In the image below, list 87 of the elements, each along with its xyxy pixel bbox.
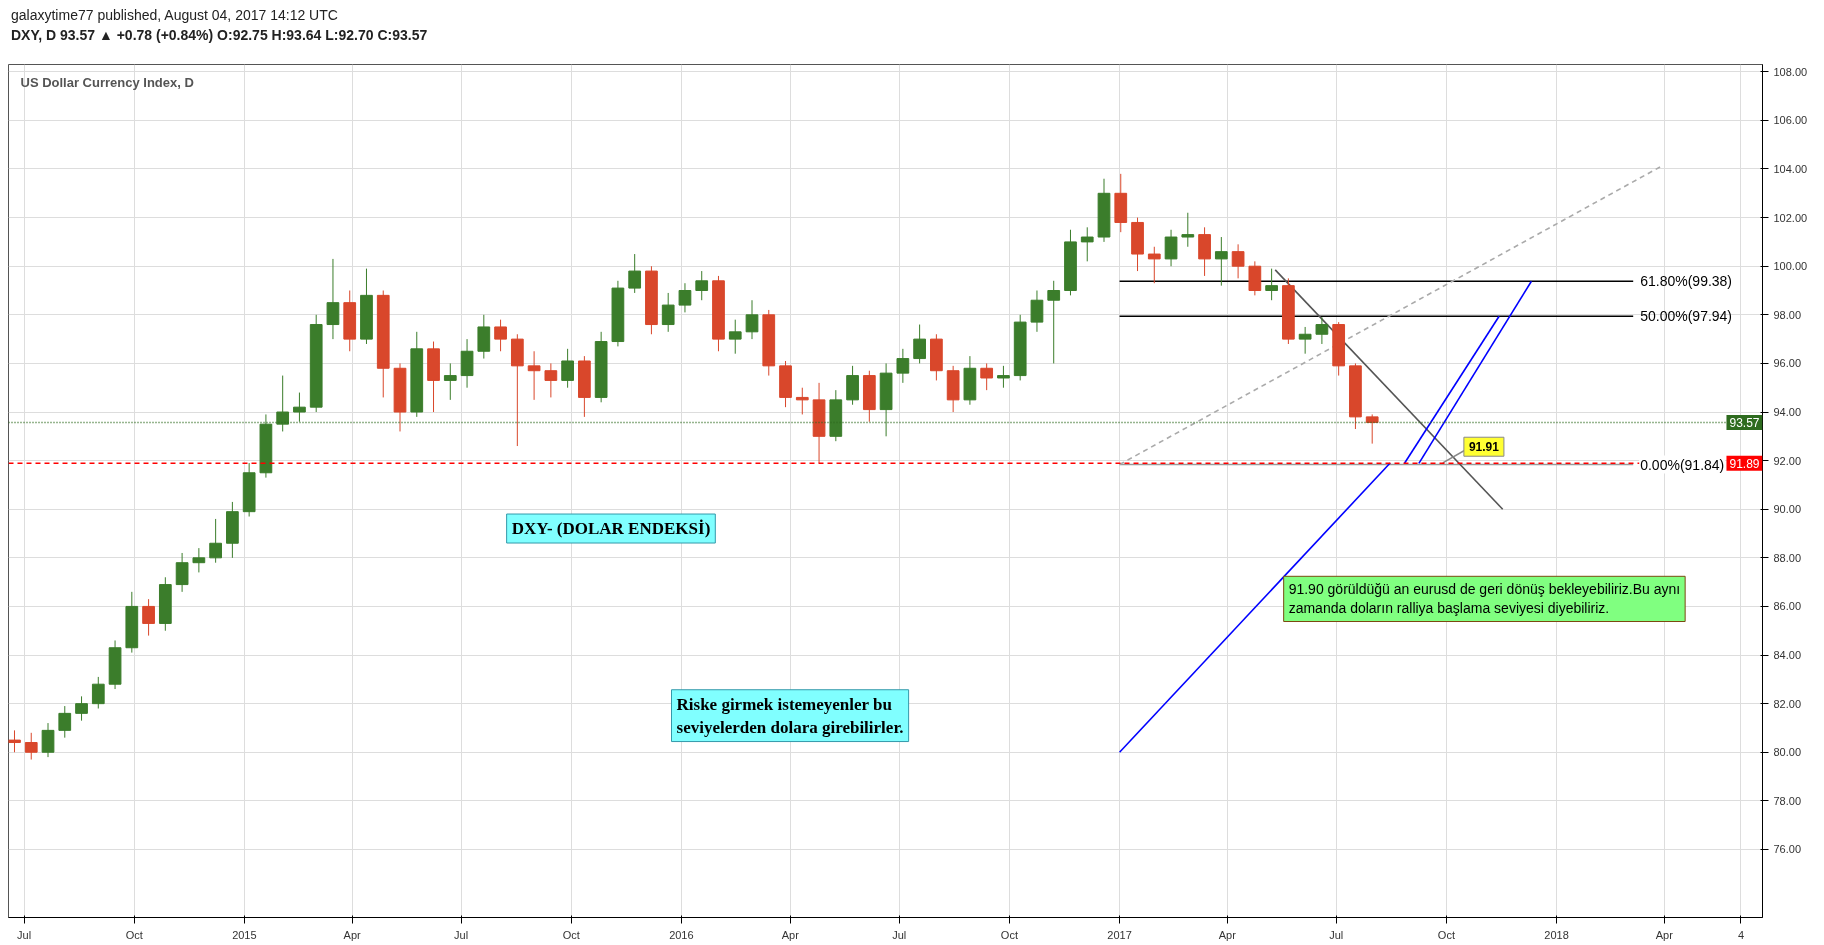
candlestick	[997, 365, 1010, 389]
x-tick-label: Jul	[1329, 928, 1344, 941]
candlestick	[24, 732, 38, 761]
candlestick	[276, 375, 290, 432]
candlestick	[8, 729, 21, 753]
x-tick-label: Oct	[125, 928, 143, 941]
x-tick-label: Apr	[781, 928, 800, 941]
candlestick	[745, 299, 759, 340]
candlestick	[1181, 212, 1195, 248]
text: US Dollar Currency Index, D	[20, 74, 194, 90]
candlestick	[1315, 316, 1329, 345]
annotation: 50.00%(97.94)	[1640, 308, 1733, 325]
candlestick	[1164, 229, 1178, 267]
annotation: Riske girmek istemeyenler bu seviyelerden dolara girebilirler.	[676, 694, 904, 737]
y-tick-label: 76.00	[1773, 843, 1802, 856]
candlestick	[326, 258, 340, 340]
y-tick-label: 82.00	[1773, 697, 1802, 710]
candlestick	[1265, 268, 1278, 301]
y-tick-label: 86.00	[1773, 600, 1802, 613]
candlestick	[896, 348, 910, 384]
candlestick	[1030, 290, 1044, 333]
y-tick-label: 98.00	[1773, 308, 1802, 321]
y-tick-label: 90.00	[1773, 503, 1802, 516]
y-tick-label: 102.00	[1773, 211, 1808, 224]
candlestick	[1231, 243, 1245, 279]
candlestick	[1298, 326, 1312, 355]
candlestick	[628, 253, 642, 294]
candlestick	[209, 518, 222, 564]
annotation: 0.00%(91.84)	[1640, 456, 1725, 473]
candlestick	[1047, 280, 1061, 364]
candlestick	[75, 695, 88, 722]
candlestick	[192, 547, 206, 573]
candlestick	[1214, 236, 1228, 287]
candlestick	[1147, 246, 1161, 284]
candlestick	[443, 362, 457, 401]
annotation: 91.91	[1468, 440, 1500, 455]
annotation: DXY- (DOLAR ENDEKSİ)	[511, 519, 711, 539]
chart-subtitle: galaxytime77 published, August 04, 2017 14:12 UTC	[11, 7, 338, 23]
x-tick-label: 2015	[232, 928, 257, 941]
candlestick	[494, 319, 507, 352]
ref-line-label: 91.89	[1729, 456, 1760, 471]
x-tick-label: Jul	[17, 928, 32, 941]
candlestick	[527, 350, 541, 401]
candlestick	[678, 282, 692, 313]
y-tick-label: 92.00	[1773, 454, 1802, 467]
x-tick-label: Oct	[1000, 928, 1018, 941]
y-tick-label: 106.00	[1773, 114, 1808, 127]
x-tick-label: Apr	[1218, 928, 1237, 941]
candlestick	[795, 387, 809, 415]
candlestick	[58, 705, 72, 739]
candlestick	[1080, 226, 1094, 262]
x-tick-label: 2017	[1107, 928, 1132, 941]
text: DXY, D 93.57 ▲ +0.78 (+0.84%) O:92.75 H:93.64 L:92.70 C:93.57	[11, 27, 428, 43]
candlestick	[41, 722, 55, 758]
candlestick	[661, 292, 675, 333]
candlestick	[175, 552, 189, 593]
x-tick-label: 4	[1737, 928, 1745, 941]
candlestick	[561, 348, 574, 389]
y-tick-label: 88.00	[1773, 551, 1802, 564]
x-tick-label: Jul	[892, 928, 907, 941]
x-tick-label: Oct	[1437, 928, 1455, 941]
candlestick	[293, 392, 306, 423]
annotation: 61.80%(99.38)	[1640, 273, 1733, 290]
y-tick-label: 80.00	[1773, 746, 1802, 759]
annotation: 91.90 görüldüğü an eurusd de geri dönüş bekleyebiliriz.Bu aynı zamanda doların ralliya başlama seviyesi diyebiliriz.	[1288, 581, 1681, 617]
candlestick	[91, 676, 105, 709]
candlestick	[695, 270, 709, 301]
y-tick-label: 104.00	[1773, 163, 1808, 175]
y-tick-label: 108.00	[1773, 65, 1808, 78]
candlestick	[1365, 413, 1379, 445]
x-tick-label: Jul	[454, 928, 469, 941]
ref-line-label: 93.57	[1729, 415, 1760, 430]
candlestick	[142, 598, 155, 637]
y-tick-label: 94.00	[1773, 406, 1802, 419]
x-tick-label: 2016	[669, 928, 694, 941]
x-tick-label: Apr	[343, 928, 362, 941]
candlestick	[544, 362, 558, 398]
candlestick	[913, 324, 926, 364]
candlestick	[728, 319, 742, 355]
y-tick-label: 100.00	[1773, 260, 1808, 273]
x-tick-label: 2018	[1544, 928, 1569, 941]
x-tick-label: Apr	[1655, 928, 1674, 941]
y-tick-label: 78.00	[1773, 794, 1802, 807]
x-tick-label: Oct	[562, 928, 580, 941]
y-tick-label: 96.00	[1773, 357, 1802, 370]
candlestick	[980, 362, 994, 391]
y-tick-label: 84.00	[1773, 649, 1802, 662]
